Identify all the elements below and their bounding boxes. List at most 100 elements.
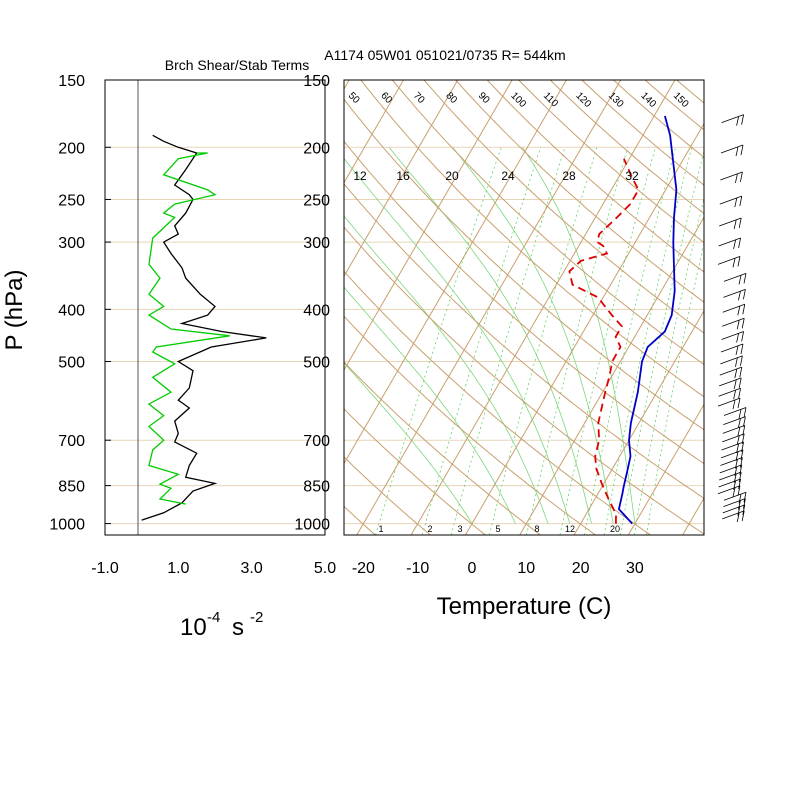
mixing-ratio-lines	[375, 147, 704, 535]
wind-barb-staff	[723, 407, 747, 416]
wind-barb-flag	[737, 506, 741, 516]
wind-barb-flag	[735, 173, 738, 184]
dry-adiabat-label: 150	[671, 90, 691, 110]
skewt-y-tick-label: 150	[303, 73, 330, 90]
wind-barb-staff	[723, 288, 746, 298]
wind-barb-flag	[742, 304, 746, 315]
isotherm-line	[627, 403, 704, 535]
wind-barb-flag	[733, 480, 736, 491]
shear-x-tick-label: 5.0	[314, 560, 336, 577]
shear-x-tick-label: 1.0	[167, 560, 189, 577]
wind-barb-flag	[738, 418, 741, 428]
wind-barb-staff	[720, 449, 744, 459]
skewt-y-tick-label: 1000	[294, 517, 330, 534]
dry-adiabat-line	[392, 80, 704, 366]
wind-barb-flag	[739, 367, 743, 378]
wind-barb-staff	[720, 144, 744, 154]
wind-barb-flag	[738, 388, 741, 399]
wind-barb-flag	[735, 345, 739, 356]
shear-grid	[105, 146, 325, 525]
dewpoint-profile	[568, 158, 640, 524]
wind-barb-flag	[733, 379, 737, 390]
skewt-y-tick-label: 250	[303, 192, 330, 209]
wind-barb-flag	[735, 146, 739, 157]
mixing-ratio-top-label: 16	[396, 169, 410, 183]
dry-adiabat-line	[486, 80, 704, 273]
dry-adiabat-line	[344, 98, 704, 431]
wind-barb-staff	[718, 237, 741, 247]
dry-adiabats	[344, 80, 800, 535]
wind-barb-flag	[736, 320, 740, 330]
wind-barb-flag	[743, 289, 746, 300]
shear-panel: Brch Shear/Stab Terms 150 200 250 300 400 500…	[1, 57, 336, 641]
dry-adiabat-line	[740, 80, 800, 535]
wind-barb-flag	[738, 409, 742, 419]
skewt-panel: 50 60 70 80 90 100 110 120 130 140 150 12 16 20 24 28 3…	[294, 47, 800, 620]
dry-adiabat-label: 110	[541, 90, 560, 109]
wind-barb-flag	[740, 355, 743, 366]
wind-barb-staff	[722, 303, 745, 313]
dry-adiabat-label: 70	[411, 90, 427, 106]
wind-barb-flag	[740, 144, 744, 156]
wind-barb-staff	[719, 195, 742, 205]
mixing-ratio-bottom-label: 1	[378, 524, 383, 534]
wind-barb-flag	[737, 398, 741, 409]
mixing-ratio-top-label: 32	[625, 169, 639, 183]
sounding-profiles	[568, 115, 678, 525]
wind-barb-flag	[737, 306, 741, 316]
mixing-ratio-bottom-label: 20	[610, 524, 620, 534]
mixing-ratio-top-label: 28	[562, 169, 576, 183]
wind-barb-flag	[738, 291, 741, 301]
shear-y-tick-label: 1000	[49, 517, 85, 534]
isotherm-line	[356, 80, 622, 535]
wind-barb-staff	[721, 331, 744, 340]
wind-barb-staff	[717, 397, 741, 407]
mixing-ratio-line	[526, 147, 629, 535]
wind-barb-flag	[741, 331, 744, 342]
skewt-title: A1174 05W01 051021/0735 R= 544km	[324, 47, 565, 63]
dry-adiabat-label: 80	[443, 90, 459, 106]
wind-barb-flag	[742, 504, 746, 515]
isotherm-line	[344, 80, 567, 465]
shear-x-tick-label: -1.0	[91, 560, 119, 577]
mixing-ratio-bottom-label: 5	[495, 524, 500, 534]
dry-adiabat-line	[423, 80, 704, 334]
isotherm-line	[737, 80, 800, 535]
wind-barb-flag	[732, 487, 736, 497]
moist-adiabat-line	[344, 286, 516, 524]
dry-adiabat-line	[708, 80, 800, 535]
wind-barb-staff	[722, 504, 745, 514]
dry-adiabat-line	[344, 408, 486, 535]
pressure-axis-label: P (hPa)	[1, 270, 28, 351]
mixing-ratio-labels: 12 16 20 24 28 321 2 3 5 8 12 20	[353, 169, 639, 534]
mixing-ratio-top-label: 24	[501, 169, 515, 183]
shear-units-base-exp: -4	[207, 609, 220, 626]
moist-adiabat-line	[452, 147, 614, 524]
wind-barb-flag	[741, 114, 744, 125]
mixing-ratio-bottom-label: 2	[427, 524, 432, 534]
dry-adiabat-line	[344, 140, 704, 465]
wind-barb-flag	[736, 116, 739, 126]
dry-adiabat-line	[613, 80, 704, 158]
skewt-y-tick-label: 200	[303, 140, 330, 157]
isotherm-line	[344, 80, 404, 184]
wind-barb-flag	[732, 258, 736, 268]
shear-x-tick-label: 3.0	[241, 560, 263, 577]
skewt-x-tick-label: -20	[352, 560, 375, 577]
dry-adiabat-line	[344, 270, 651, 535]
wind-barb-staff	[720, 457, 743, 466]
wind-barb-flag	[743, 407, 747, 418]
skewt-x-tick-label: 0	[468, 560, 477, 577]
wind-barb-staff	[721, 441, 744, 451]
shear-units-unit: s	[232, 614, 244, 641]
wind-barb-flag	[739, 464, 743, 475]
dry-adiabat-label: 130	[606, 90, 626, 110]
wind-barb-staff	[719, 366, 742, 376]
dry-adiabat-line	[455, 80, 704, 303]
isotherm-line	[344, 80, 513, 371]
mixing-ratio-line	[421, 147, 541, 535]
skewt-frame	[343, 79, 705, 536]
dry-adiabat-label: 100	[508, 90, 528, 110]
mixing-ratio-line	[619, 149, 704, 535]
